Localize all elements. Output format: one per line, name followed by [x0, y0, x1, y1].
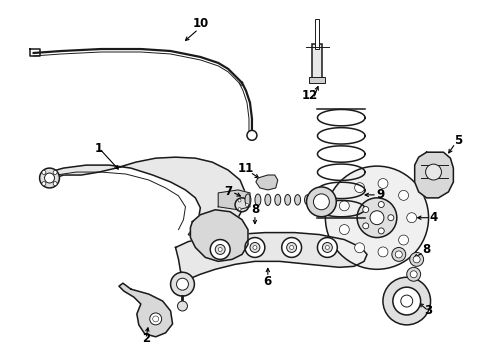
Circle shape: [42, 182, 46, 186]
Text: 6: 6: [264, 275, 272, 288]
Circle shape: [218, 247, 222, 251]
Bar: [310, 77, 325, 83]
Polygon shape: [191, 210, 248, 261]
Circle shape: [253, 246, 257, 249]
Circle shape: [238, 208, 241, 211]
Circle shape: [388, 215, 394, 221]
Polygon shape: [175, 233, 367, 279]
Circle shape: [363, 223, 368, 229]
Circle shape: [210, 239, 230, 260]
Circle shape: [245, 203, 248, 206]
Circle shape: [177, 301, 188, 311]
Circle shape: [247, 130, 257, 140]
Text: 4: 4: [429, 211, 438, 224]
Text: 7: 7: [224, 185, 232, 198]
Polygon shape: [256, 175, 278, 190]
Ellipse shape: [265, 194, 271, 206]
Text: 2: 2: [142, 332, 150, 345]
Circle shape: [322, 243, 332, 252]
Bar: [313, 44, 322, 79]
Ellipse shape: [275, 194, 281, 205]
Text: 11: 11: [238, 162, 254, 175]
Circle shape: [215, 244, 225, 255]
Circle shape: [395, 251, 402, 258]
Circle shape: [340, 225, 349, 235]
Text: 3: 3: [424, 305, 433, 318]
Ellipse shape: [285, 194, 291, 205]
Circle shape: [399, 235, 409, 245]
Polygon shape: [415, 152, 453, 198]
Circle shape: [340, 201, 349, 211]
Polygon shape: [119, 283, 172, 337]
Circle shape: [176, 278, 189, 290]
Circle shape: [392, 247, 406, 261]
Circle shape: [282, 238, 301, 257]
Circle shape: [318, 238, 337, 257]
Circle shape: [307, 187, 336, 217]
Circle shape: [355, 183, 365, 193]
Circle shape: [45, 173, 54, 183]
Circle shape: [42, 170, 46, 174]
Text: 1: 1: [95, 142, 103, 155]
Bar: [316, 19, 319, 49]
Polygon shape: [44, 157, 245, 238]
Circle shape: [355, 243, 365, 253]
Circle shape: [426, 164, 441, 180]
Circle shape: [153, 316, 159, 322]
Circle shape: [383, 277, 431, 325]
Circle shape: [171, 272, 195, 296]
Circle shape: [378, 247, 388, 257]
Polygon shape: [218, 190, 250, 210]
Circle shape: [325, 246, 329, 249]
Circle shape: [378, 179, 388, 189]
Circle shape: [325, 166, 429, 269]
Circle shape: [378, 202, 384, 207]
Text: 10: 10: [192, 17, 208, 30]
Text: 5: 5: [454, 134, 463, 147]
Circle shape: [357, 198, 397, 238]
Circle shape: [245, 238, 265, 257]
Circle shape: [407, 267, 420, 281]
Circle shape: [40, 168, 59, 188]
Circle shape: [393, 287, 420, 315]
Text: 8: 8: [422, 243, 431, 256]
Ellipse shape: [255, 194, 261, 206]
Ellipse shape: [294, 195, 300, 205]
Circle shape: [363, 207, 368, 212]
Circle shape: [370, 211, 384, 225]
Ellipse shape: [305, 195, 311, 205]
Circle shape: [287, 243, 296, 252]
Circle shape: [235, 198, 249, 212]
Circle shape: [378, 228, 384, 234]
Circle shape: [150, 313, 162, 325]
Circle shape: [399, 190, 409, 201]
Circle shape: [250, 243, 260, 252]
Circle shape: [410, 252, 424, 266]
Circle shape: [290, 246, 294, 249]
Text: 9: 9: [377, 188, 385, 201]
Circle shape: [410, 271, 417, 278]
Text: 8: 8: [251, 203, 259, 216]
Text: 12: 12: [301, 89, 318, 102]
Circle shape: [53, 182, 57, 186]
Circle shape: [314, 194, 329, 210]
Ellipse shape: [245, 194, 251, 206]
Circle shape: [401, 295, 413, 307]
Circle shape: [238, 199, 241, 202]
Circle shape: [53, 170, 57, 174]
Circle shape: [413, 256, 420, 263]
Circle shape: [407, 213, 416, 223]
